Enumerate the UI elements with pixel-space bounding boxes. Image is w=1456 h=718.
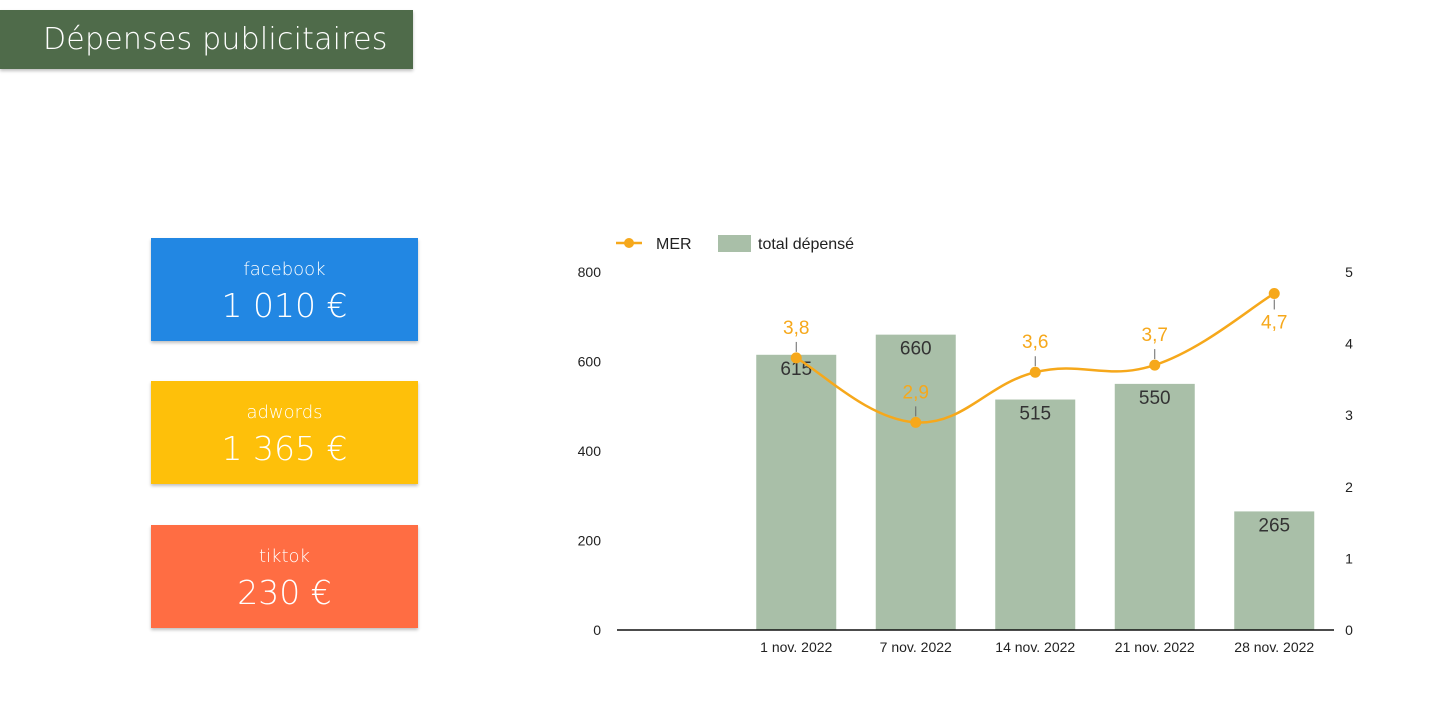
bar (1234, 511, 1315, 630)
kpi-value: 1 365 € (221, 429, 348, 468)
left-axis-tick-label: 600 (578, 354, 602, 370)
kpi-value: 1 010 € (221, 286, 348, 325)
kpi-value: 230 € (237, 573, 332, 612)
kpi-label: facebook (243, 259, 326, 280)
mer-point (1029, 366, 1041, 378)
kpi-card-adwords: adwords 1 365 € (151, 381, 418, 484)
mer-data-label: 4,7 (1261, 312, 1287, 333)
left-axis-tick-label: 800 (578, 264, 602, 280)
mer-data-label: 3,6 (1022, 332, 1048, 353)
bar-data-label: 550 (1139, 388, 1171, 409)
right-axis-tick-label: 0 (1345, 622, 1353, 638)
bar (1114, 383, 1195, 630)
mer-data-label: 2,9 (903, 382, 929, 403)
left-axis-tick-label: 200 (578, 533, 602, 549)
mer-point (790, 352, 802, 364)
combo-chart: 0 200 400 600 800 0 1 2 3 4 5 1 nov. 2022 7 nov. 202… (578, 235, 1353, 655)
kpi-label: adwords (246, 402, 323, 423)
legend-bar-swatch (718, 235, 751, 252)
legend-label-total: total dépensé (758, 236, 854, 253)
x-axis-tick-label: 14 nov. 2022 (995, 639, 1075, 655)
right-axis-tick-label: 2 (1345, 479, 1353, 495)
mer-data-label: 3,8 (783, 318, 809, 339)
kpi-label: tiktok (259, 546, 310, 567)
legend-label-mer: MER (656, 236, 692, 253)
bar-data-label: 660 (900, 339, 932, 360)
bar (995, 399, 1076, 630)
right-axis-tick-label: 4 (1345, 336, 1353, 352)
bar (875, 334, 956, 630)
kpi-card-facebook: facebook 1 010 € (151, 238, 418, 341)
right-axis-tick-label: 1 (1345, 550, 1353, 566)
bar-data-label: 265 (1258, 515, 1290, 536)
x-axis-tick-label: 1 nov. 2022 (760, 639, 832, 655)
mer-point (1268, 287, 1280, 299)
mer-point (1149, 359, 1161, 371)
bar (756, 354, 837, 630)
page-title-banner: Dépenses publicitaires (0, 10, 413, 69)
right-axis-tick-label: 5 (1345, 264, 1353, 280)
legend-mer-marker (624, 238, 634, 248)
kpi-card-tiktok: tiktok 230 € (151, 525, 418, 628)
x-axis-tick-label: 7 nov. 2022 (880, 639, 952, 655)
x-axis-tick-label: 21 nov. 2022 (1115, 639, 1195, 655)
right-axis-tick-label: 3 (1345, 407, 1353, 423)
mer-data-label: 3,7 (1142, 325, 1168, 346)
page-title: Dépenses publicitaires (43, 22, 388, 57)
x-axis-tick-label: 28 nov. 2022 (1234, 639, 1314, 655)
mer-point (910, 416, 922, 428)
left-axis-tick-label: 400 (578, 443, 602, 459)
left-axis-tick-label: 0 (593, 622, 601, 638)
bar-data-label: 515 (1019, 404, 1051, 425)
